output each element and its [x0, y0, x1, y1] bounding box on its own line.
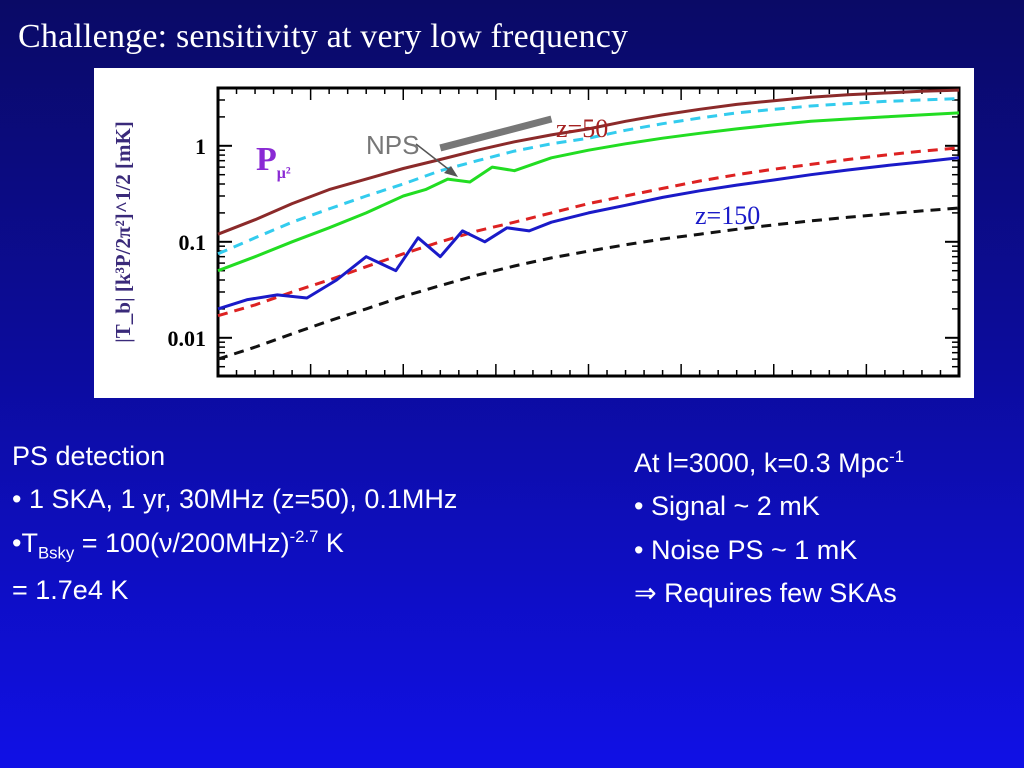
ps-detection-heading: PS detection: [12, 441, 166, 471]
tsky-mid: = 100(ν/200MHz): [74, 527, 290, 558]
series-line-1: [217, 88, 960, 236]
nps-arrow-head: [444, 166, 458, 177]
series-line-2: [217, 97, 960, 256]
tsky-exponent: -2.7: [289, 526, 319, 546]
signal-text: • Signal ~ 2 mK: [634, 491, 820, 522]
scale-text: At l=3000, k=0.3 Mpc: [634, 448, 890, 478]
nps-arrow-line: [415, 143, 453, 173]
y-tick-label: 0.1: [179, 230, 207, 255]
noise-text: • Noise PS ~ 1 mK: [634, 534, 858, 565]
plot-panel: 0.01 0.1 1 |T_b| [k³P/2π²]^1/2 [mK] z=50 z=1…: [94, 68, 974, 398]
tsky-unit: K: [318, 527, 344, 558]
slide-title: Challenge: sensitivity at very low frequ…: [18, 18, 629, 55]
inset-label: Pμ²: [256, 141, 291, 182]
series-line-6: [217, 206, 960, 361]
tsky-formula: •TBsky = 100(ν/200MHz)-2.7 K: [12, 527, 482, 563]
conclusion-text: ⇒ Requires few SKAs: [634, 578, 897, 609]
power-spectrum-chart: 0.01 0.1 1 |T_b| [k³P/2π²]^1/2 [mK] z=50 z=1…: [111, 86, 961, 378]
annotation-label: z=50: [556, 114, 608, 143]
y-tick-label: 0.01: [168, 326, 207, 351]
series-line-4: [217, 146, 960, 318]
tsky-prefix: •T: [12, 527, 38, 558]
annotation-label: NPS: [366, 130, 419, 160]
requirements-column: At l=3000, k=0.3 Mpc-1 • Signal ~ 2 mK •…: [634, 447, 1014, 621]
scale-line: At l=3000, k=0.3 Mpc-1: [634, 447, 1014, 479]
y-axis-label: |T_b| [k³P/2π²]^1/2 [mK]: [111, 121, 135, 343]
y-tick-label: 1: [195, 134, 206, 159]
ska-spec-text: • 1 SKA, 1 yr, 30MHz (z=50), 0.1MHz: [12, 484, 458, 515]
series-line-5: [217, 156, 960, 311]
tsky-result: = 1.7e4 K: [12, 575, 129, 606]
series-line-3: [217, 111, 960, 273]
annotation-label: z=150: [695, 201, 760, 230]
tsky-subscript: Bsky: [37, 543, 75, 563]
scale-exponent: -1: [889, 447, 905, 466]
nps-segment: [439, 115, 553, 152]
ps-detection-column: PS detection • 1 SKA, 1 yr, 30MHz (z=50)…: [12, 440, 482, 618]
